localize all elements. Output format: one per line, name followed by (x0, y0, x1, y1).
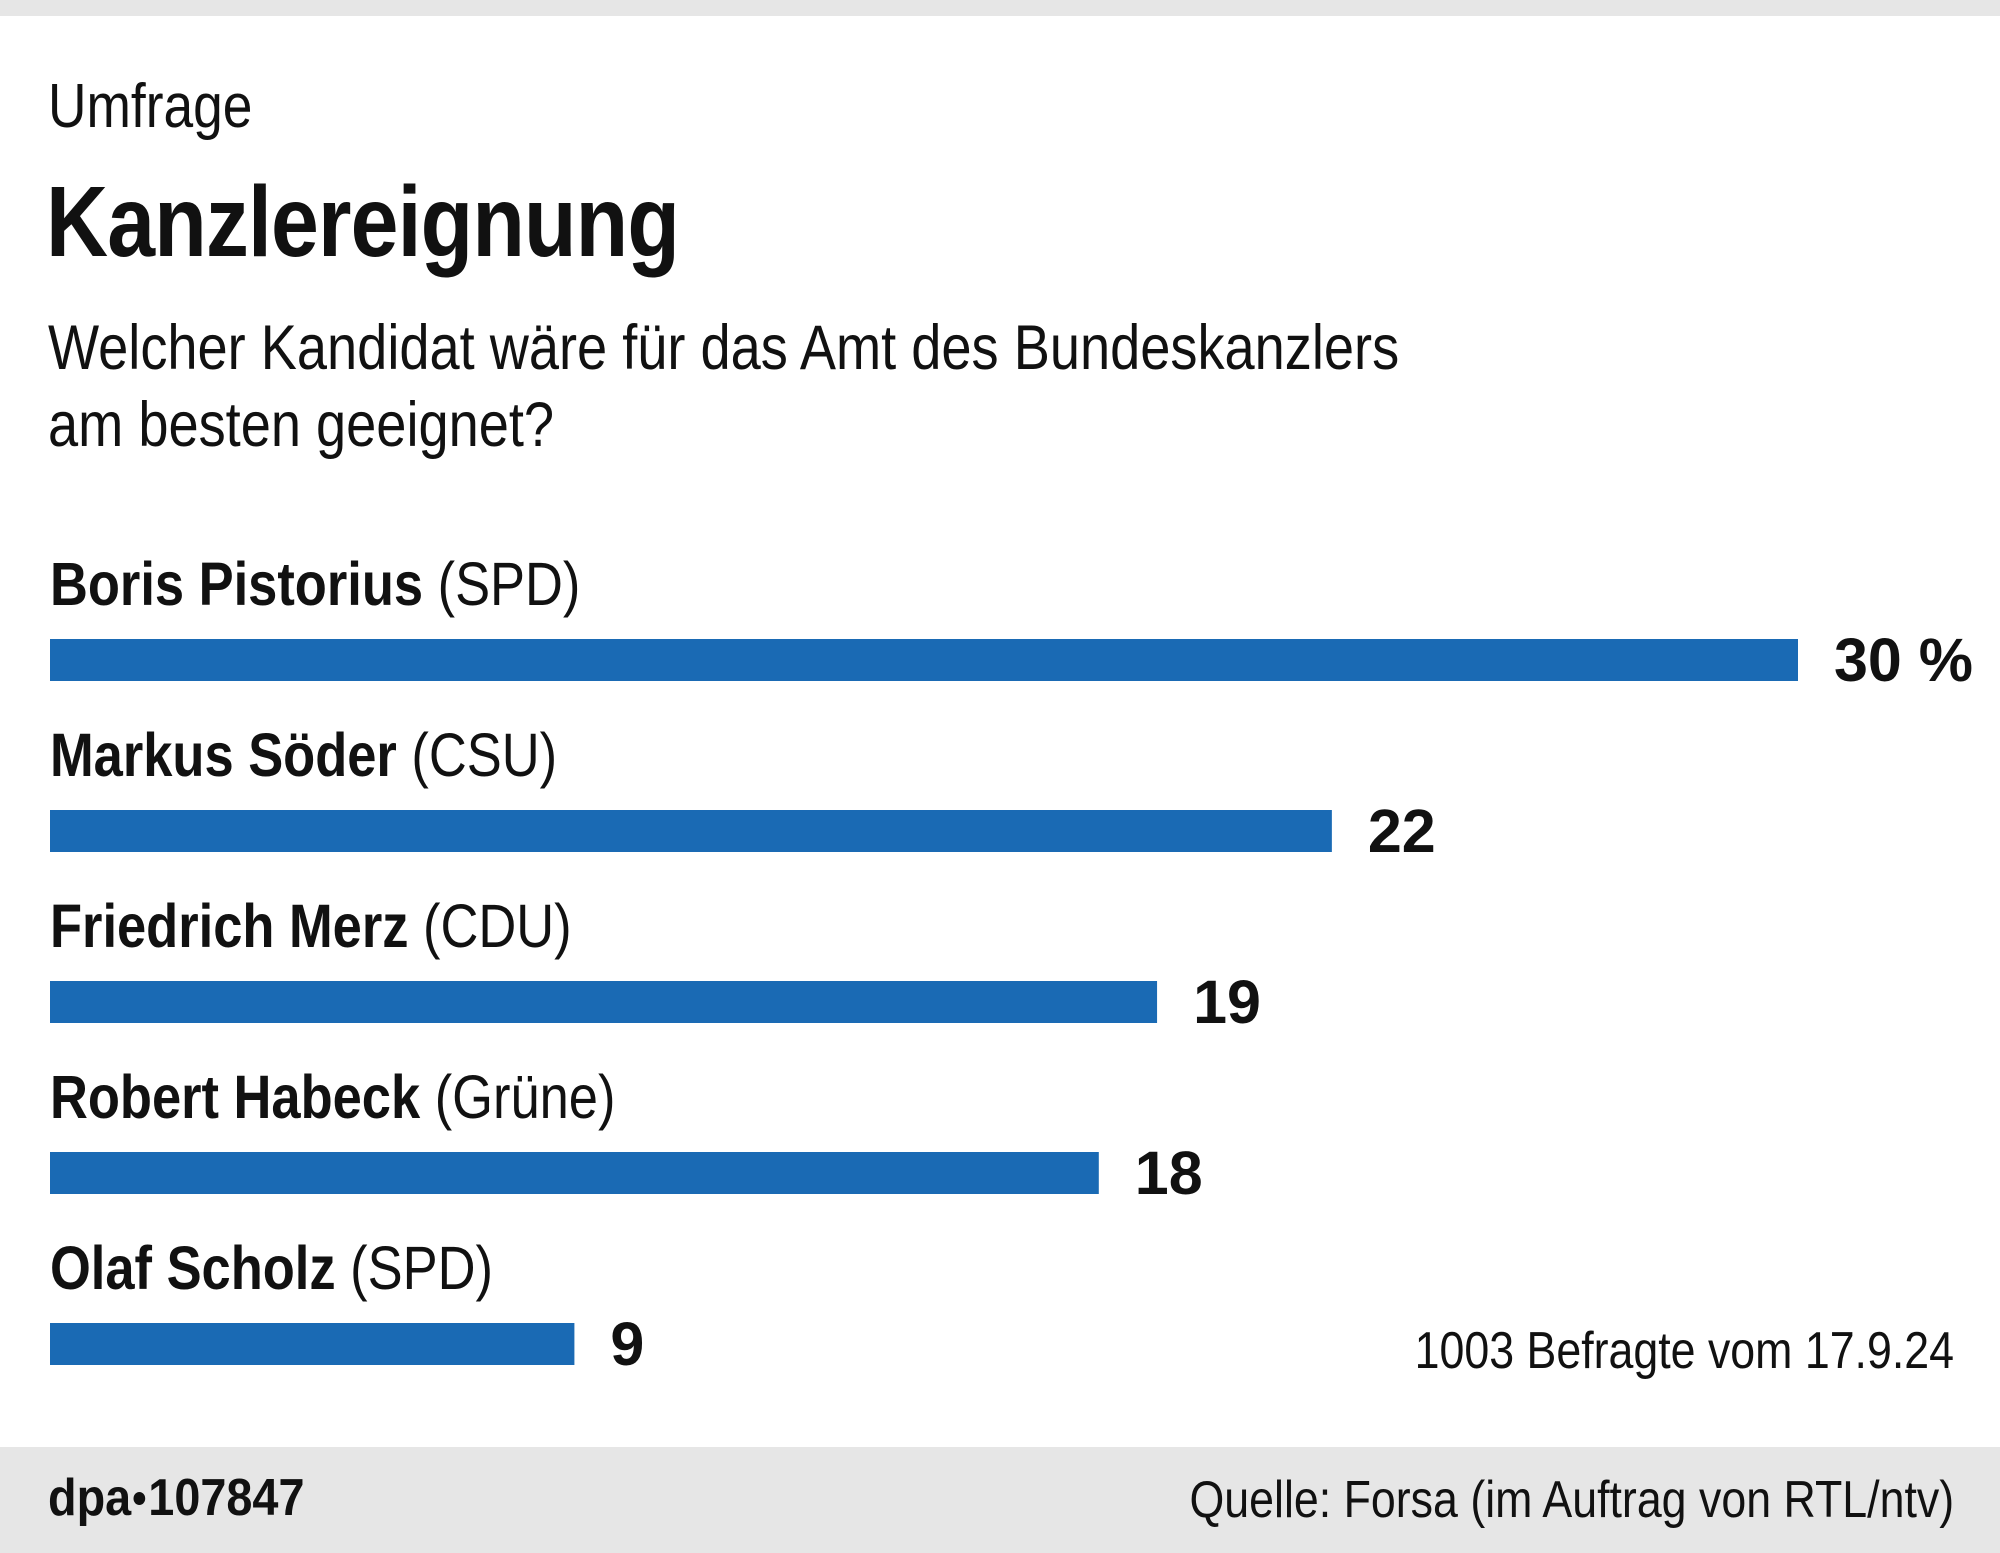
candidate-label: Robert Habeck (Grüne) (50, 1063, 615, 1132)
candidate-name: Friedrich Merz (50, 892, 423, 961)
dpa-credit: dpa 107847 (48, 1468, 304, 1528)
footer-band (0, 1447, 2000, 1553)
value-label: 30 % (1834, 626, 1973, 694)
candidate-label: Olaf Scholz (SPD) (50, 1234, 493, 1303)
bar (50, 1152, 1099, 1194)
candidate-party: (CSU) (411, 721, 557, 790)
candidate-party: (CDU) (423, 892, 572, 961)
source-note: Quelle: Forsa (im Auftrag von RTL/ntv) (1189, 1471, 1954, 1529)
bullet-dot-icon (133, 1491, 146, 1505)
bar (50, 981, 1158, 1023)
candidate-party: (Grüne) (435, 1063, 616, 1132)
kicker-label: Umfrage (48, 72, 253, 141)
candidate-label: Friedrich Merz (CDU) (50, 892, 572, 961)
value-label: 9 (610, 1310, 644, 1378)
sample-note: 1003 Befragte vom 17.9.24 (1415, 1322, 1954, 1380)
candidate-name: Markus Söder (50, 721, 411, 790)
bar (50, 810, 1332, 852)
chart-subtitle: Welcher Kandidat wäre für das Amt des Bu… (48, 313, 1400, 460)
value-label: 18 (1135, 1139, 1203, 1207)
candidate-name: Olaf Scholz (50, 1234, 350, 1303)
value-label: 22 (1368, 797, 1436, 865)
value-label: 19 (1193, 968, 1261, 1036)
candidate-party: (SPD) (350, 1234, 493, 1303)
chart-title: Kanzlereignung (46, 166, 680, 278)
candidate-name: Boris Pistorius (50, 550, 438, 619)
bar-chart: Boris Pistorius (SPD) 30 % Markus Söder (C… (50, 550, 1973, 1380)
dpa-logo-text: dpa (48, 1469, 132, 1527)
candidate-label: Boris Pistorius (SPD) (50, 550, 580, 619)
top-band (0, 0, 2000, 16)
candidate-name: Robert Habeck (50, 1063, 435, 1132)
bar (50, 639, 1798, 681)
candidate-label: Markus Söder (CSU) (50, 721, 557, 790)
candidate-party: (SPD) (438, 550, 581, 619)
graphic-number: 107847 (148, 1469, 305, 1527)
bar (50, 1323, 575, 1365)
